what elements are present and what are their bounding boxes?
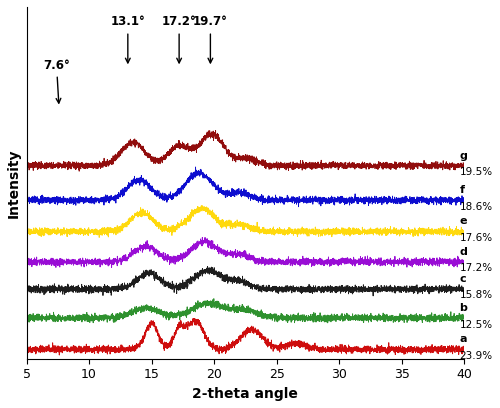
Text: e: e bbox=[460, 216, 467, 226]
Text: 17.2%: 17.2% bbox=[460, 263, 492, 273]
Text: 18.6%: 18.6% bbox=[460, 202, 492, 212]
X-axis label: 2-theta angle: 2-theta angle bbox=[192, 387, 298, 401]
Text: 7.6°: 7.6° bbox=[43, 59, 70, 103]
Y-axis label: Intensity: Intensity bbox=[7, 148, 21, 217]
Text: 12.5%: 12.5% bbox=[460, 320, 492, 330]
Text: a: a bbox=[460, 334, 467, 344]
Text: 13.1°: 13.1° bbox=[110, 16, 145, 63]
Text: d: d bbox=[460, 247, 467, 257]
Text: 19.5%: 19.5% bbox=[460, 167, 492, 177]
Text: 17.6%: 17.6% bbox=[460, 233, 492, 243]
Text: 23.9%: 23.9% bbox=[460, 351, 492, 361]
Text: b: b bbox=[460, 303, 467, 313]
Text: 15.8%: 15.8% bbox=[460, 290, 492, 300]
Text: 19.7°: 19.7° bbox=[193, 16, 228, 63]
Text: 17.2°: 17.2° bbox=[162, 16, 196, 63]
Text: g: g bbox=[460, 151, 467, 161]
Text: f: f bbox=[460, 185, 464, 195]
Text: c: c bbox=[460, 274, 466, 284]
